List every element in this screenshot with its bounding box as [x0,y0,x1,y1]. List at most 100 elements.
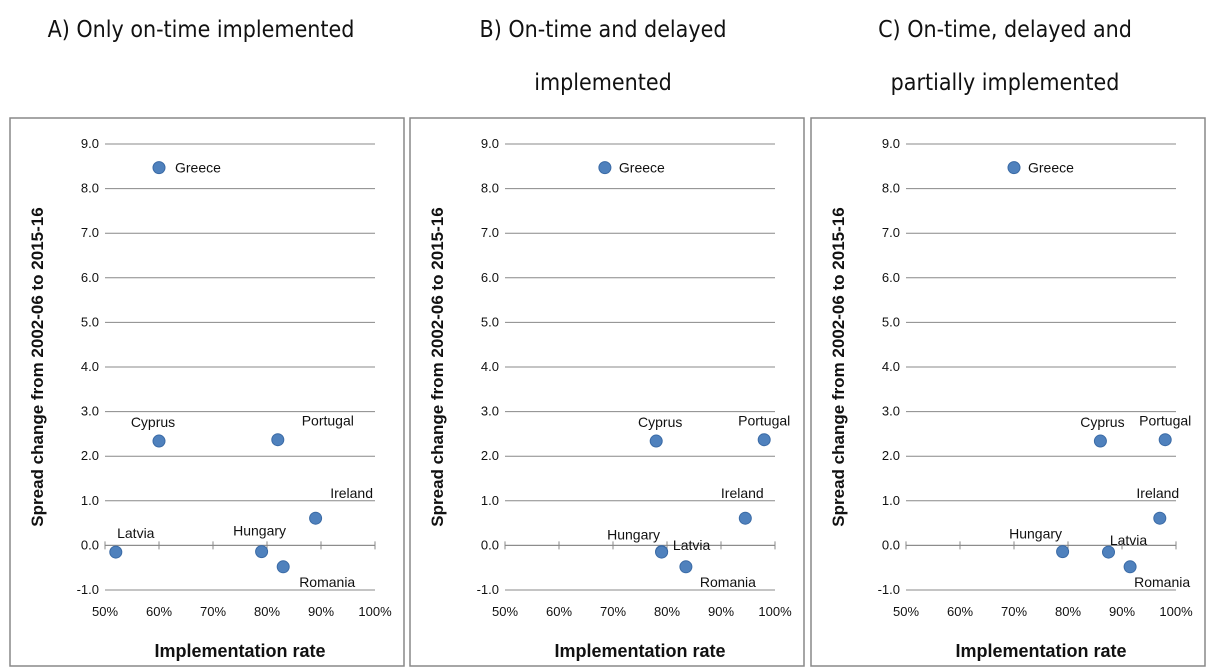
y-tick-label: 0.0 [481,537,499,552]
data-point [1158,433,1172,447]
point-label: Cyprus [1080,414,1124,430]
x-tick-label: 90% [308,604,334,619]
x-axis-title: Implementation rate [154,641,325,661]
y-tick-label: 6.0 [81,270,99,285]
y-tick-label: -1.0 [77,582,99,597]
y-tick-label: 6.0 [882,270,900,285]
y-tick-label: 1.0 [882,493,900,508]
data-point [757,433,771,447]
y-tick-label: 1.0 [481,493,499,508]
x-tick-label: 70% [600,604,626,619]
point-label: Latvia [673,537,711,553]
panel-b-title: B) On-time and delayed implemented [402,0,804,110]
point-label: Romania [1134,574,1190,590]
point-label: Latvia [117,525,155,541]
x-tick-label: 50% [92,604,118,619]
y-tick-label: 8.0 [481,181,499,196]
y-tick-label: 3.0 [882,404,900,419]
data-point [1153,511,1167,525]
panel-b-title-line2: implemented [534,70,672,96]
panel-c-title-line2: partially implemented [890,70,1120,96]
x-tick-label: 100% [358,604,392,619]
point-label: Greece [619,160,665,176]
data-point [1102,545,1115,559]
point-label: Latvia [1110,532,1148,548]
point-label: Romania [700,574,756,590]
point-label: Portugal [738,413,790,429]
x-tick-label: 100% [758,604,792,619]
y-tick-label: 0.0 [81,537,99,552]
x-tick-label: 80% [654,604,680,619]
data-point [255,545,269,559]
data-point [276,560,290,574]
y-tick-label: 2.0 [882,448,900,463]
data-point [679,560,693,574]
point-label: Hungary [1009,526,1062,542]
y-tick-label: 7.0 [882,225,900,240]
y-tick-label: 8.0 [81,181,99,196]
data-point [109,545,123,559]
point-label: Ireland [330,485,373,501]
x-axis-title: Implementation rate [955,641,1126,661]
y-tick-label: 3.0 [481,404,499,419]
x-tick-label: 70% [1001,604,1027,619]
y-axis-title: Spread change from 2002-06 to 2015-16 [28,207,47,526]
data-point [649,434,663,448]
point-label: Cyprus [131,414,175,430]
data-point [271,433,285,447]
y-tick-label: 4.0 [481,359,499,374]
data-point [655,545,669,559]
y-axis-title: Spread change from 2002-06 to 2015-16 [428,207,447,526]
point-label: Ireland [721,485,764,501]
y-tick-label: 7.0 [81,225,99,240]
data-point [598,161,612,175]
point-label: Hungary [233,523,286,539]
point-label: Romania [299,574,355,590]
y-tick-label: 4.0 [81,359,99,374]
panel-a-title-line1: A) Only on-time implemented [47,17,355,43]
y-tick-label: 5.0 [81,314,99,329]
panel-b-title-line1: B) On-time and delayed [479,17,727,43]
point-label: Cyprus [638,414,682,430]
x-tick-label: 60% [546,604,572,619]
x-axis-title: Implementation rate [554,641,725,661]
point-label: Portugal [1139,413,1191,429]
x-tick-label: 50% [492,604,518,619]
data-point [1123,560,1137,574]
panel-c-title: C) On-time, delayed and partially implem… [804,0,1206,110]
x-tick-label: 100% [1159,604,1193,619]
data-point [1007,161,1021,175]
y-tick-label: 8.0 [882,181,900,196]
y-tick-label: 5.0 [481,314,499,329]
y-tick-label: -1.0 [477,582,499,597]
point-label: Hungary [607,527,660,543]
chart-frame-2 [409,117,805,667]
panel-c-title-line1: C) On-time, delayed and [878,17,1132,43]
x-tick-label: 80% [1055,604,1081,619]
y-tick-label: 9.0 [882,136,900,151]
data-point [738,511,752,525]
y-tick-label: 9.0 [81,136,99,151]
point-label: Greece [1028,160,1074,176]
y-tick-label: 2.0 [81,448,99,463]
point-label: Greece [175,160,221,176]
y-tick-label: 5.0 [882,314,900,329]
panel-a-title: A) Only on-time implemented [0,0,402,110]
point-label: Portugal [302,413,354,429]
y-tick-label: 0.0 [882,537,900,552]
data-point [1093,434,1107,448]
data-point [1056,545,1070,559]
data-point [309,511,323,525]
y-tick-label: 4.0 [882,359,900,374]
x-tick-label: 90% [1109,604,1135,619]
x-tick-label: 80% [254,604,280,619]
chart-frame-3 [810,117,1206,667]
x-tick-label: 50% [893,604,919,619]
y-tick-label: 2.0 [481,448,499,463]
y-tick-label: 7.0 [481,225,499,240]
y-axis-title: Spread change from 2002-06 to 2015-16 [829,207,848,526]
data-point [152,161,166,175]
data-point [152,434,166,448]
x-tick-label: 60% [146,604,172,619]
